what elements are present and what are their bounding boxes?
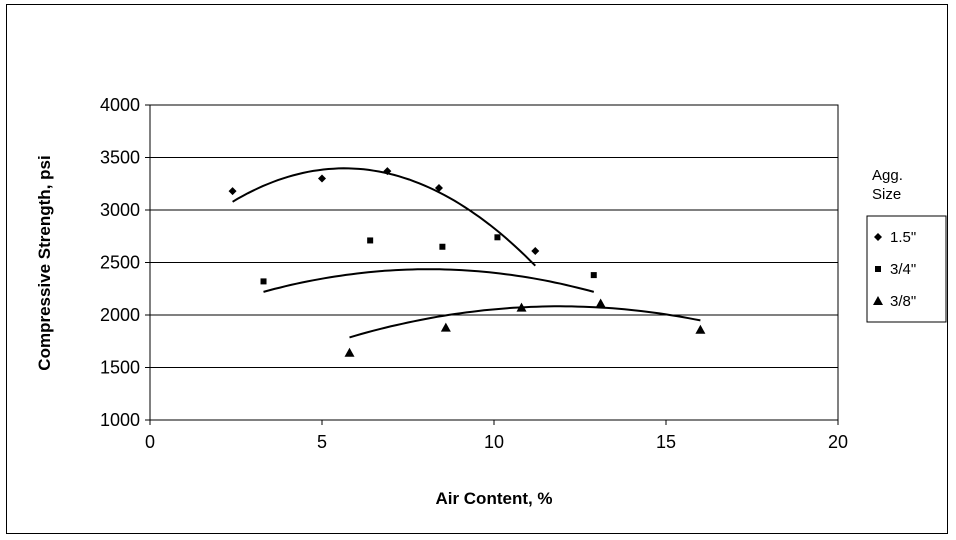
x-axis-label: Air Content, % bbox=[435, 489, 552, 508]
data-point-series-3 bbox=[344, 347, 355, 357]
data-point-series-1 bbox=[434, 183, 443, 192]
data-point-series-1 bbox=[383, 167, 392, 176]
chart-frame bbox=[6, 4, 948, 534]
data-point-series-2 bbox=[367, 237, 374, 244]
legend-marker-2 bbox=[875, 266, 881, 272]
y-tick-label: 3500 bbox=[100, 148, 140, 168]
y-tick-label: 4000 bbox=[100, 95, 140, 115]
y-tick-label: 2500 bbox=[100, 253, 140, 273]
data-point-series-3 bbox=[440, 322, 451, 332]
y-tick-label: 1500 bbox=[100, 358, 140, 378]
data-point-series-1 bbox=[531, 246, 540, 255]
x-axis: 0 5 10 15 20 bbox=[145, 420, 848, 452]
data-point-series-2 bbox=[439, 243, 446, 250]
gridlines bbox=[150, 157, 838, 368]
data-points bbox=[228, 167, 706, 357]
x-tick-label: 20 bbox=[828, 432, 848, 452]
data-point-series-2 bbox=[494, 234, 501, 241]
y-axis-label: Compressive Strength, psi bbox=[35, 155, 54, 370]
y-tick-label: 1000 bbox=[100, 410, 140, 430]
trendline-series-1 bbox=[232, 167, 537, 267]
legend-title: Agg. Size bbox=[872, 167, 903, 203]
y-tick-label: 3000 bbox=[100, 200, 140, 220]
data-point-series-2 bbox=[260, 278, 267, 285]
legend-label-2: 3/4" bbox=[890, 261, 916, 278]
legend-marker-3 bbox=[873, 296, 883, 305]
x-tick-label: 15 bbox=[656, 432, 676, 452]
trendline-series-2 bbox=[263, 268, 595, 293]
data-point-series-3 bbox=[595, 298, 606, 308]
legend-items: 1.5" 3/4" 3/8" bbox=[873, 229, 916, 310]
data-point-series-1 bbox=[228, 187, 237, 196]
trendline-series-3 bbox=[349, 305, 701, 339]
data-point-series-3 bbox=[516, 302, 527, 312]
data-point-series-2 bbox=[590, 272, 597, 279]
x-tick-label: 10 bbox=[484, 432, 504, 452]
y-axis: 1000 1500 2000 2500 3000 3500 4000 bbox=[100, 95, 150, 430]
legend-marker-1 bbox=[874, 233, 882, 241]
legend-label-3: 3/8" bbox=[890, 293, 916, 310]
legend-label-1: 1.5" bbox=[890, 229, 916, 246]
x-tick-label: 0 bbox=[145, 432, 155, 452]
legend-title-line-2: Size bbox=[872, 186, 901, 203]
trendlines bbox=[232, 167, 701, 339]
legend-title-line-1: Agg. bbox=[872, 167, 903, 184]
data-point-series-3 bbox=[695, 324, 706, 334]
x-tick-label: 5 bbox=[317, 432, 327, 452]
y-tick-label: 2000 bbox=[100, 305, 140, 325]
data-point-series-1 bbox=[318, 174, 326, 183]
